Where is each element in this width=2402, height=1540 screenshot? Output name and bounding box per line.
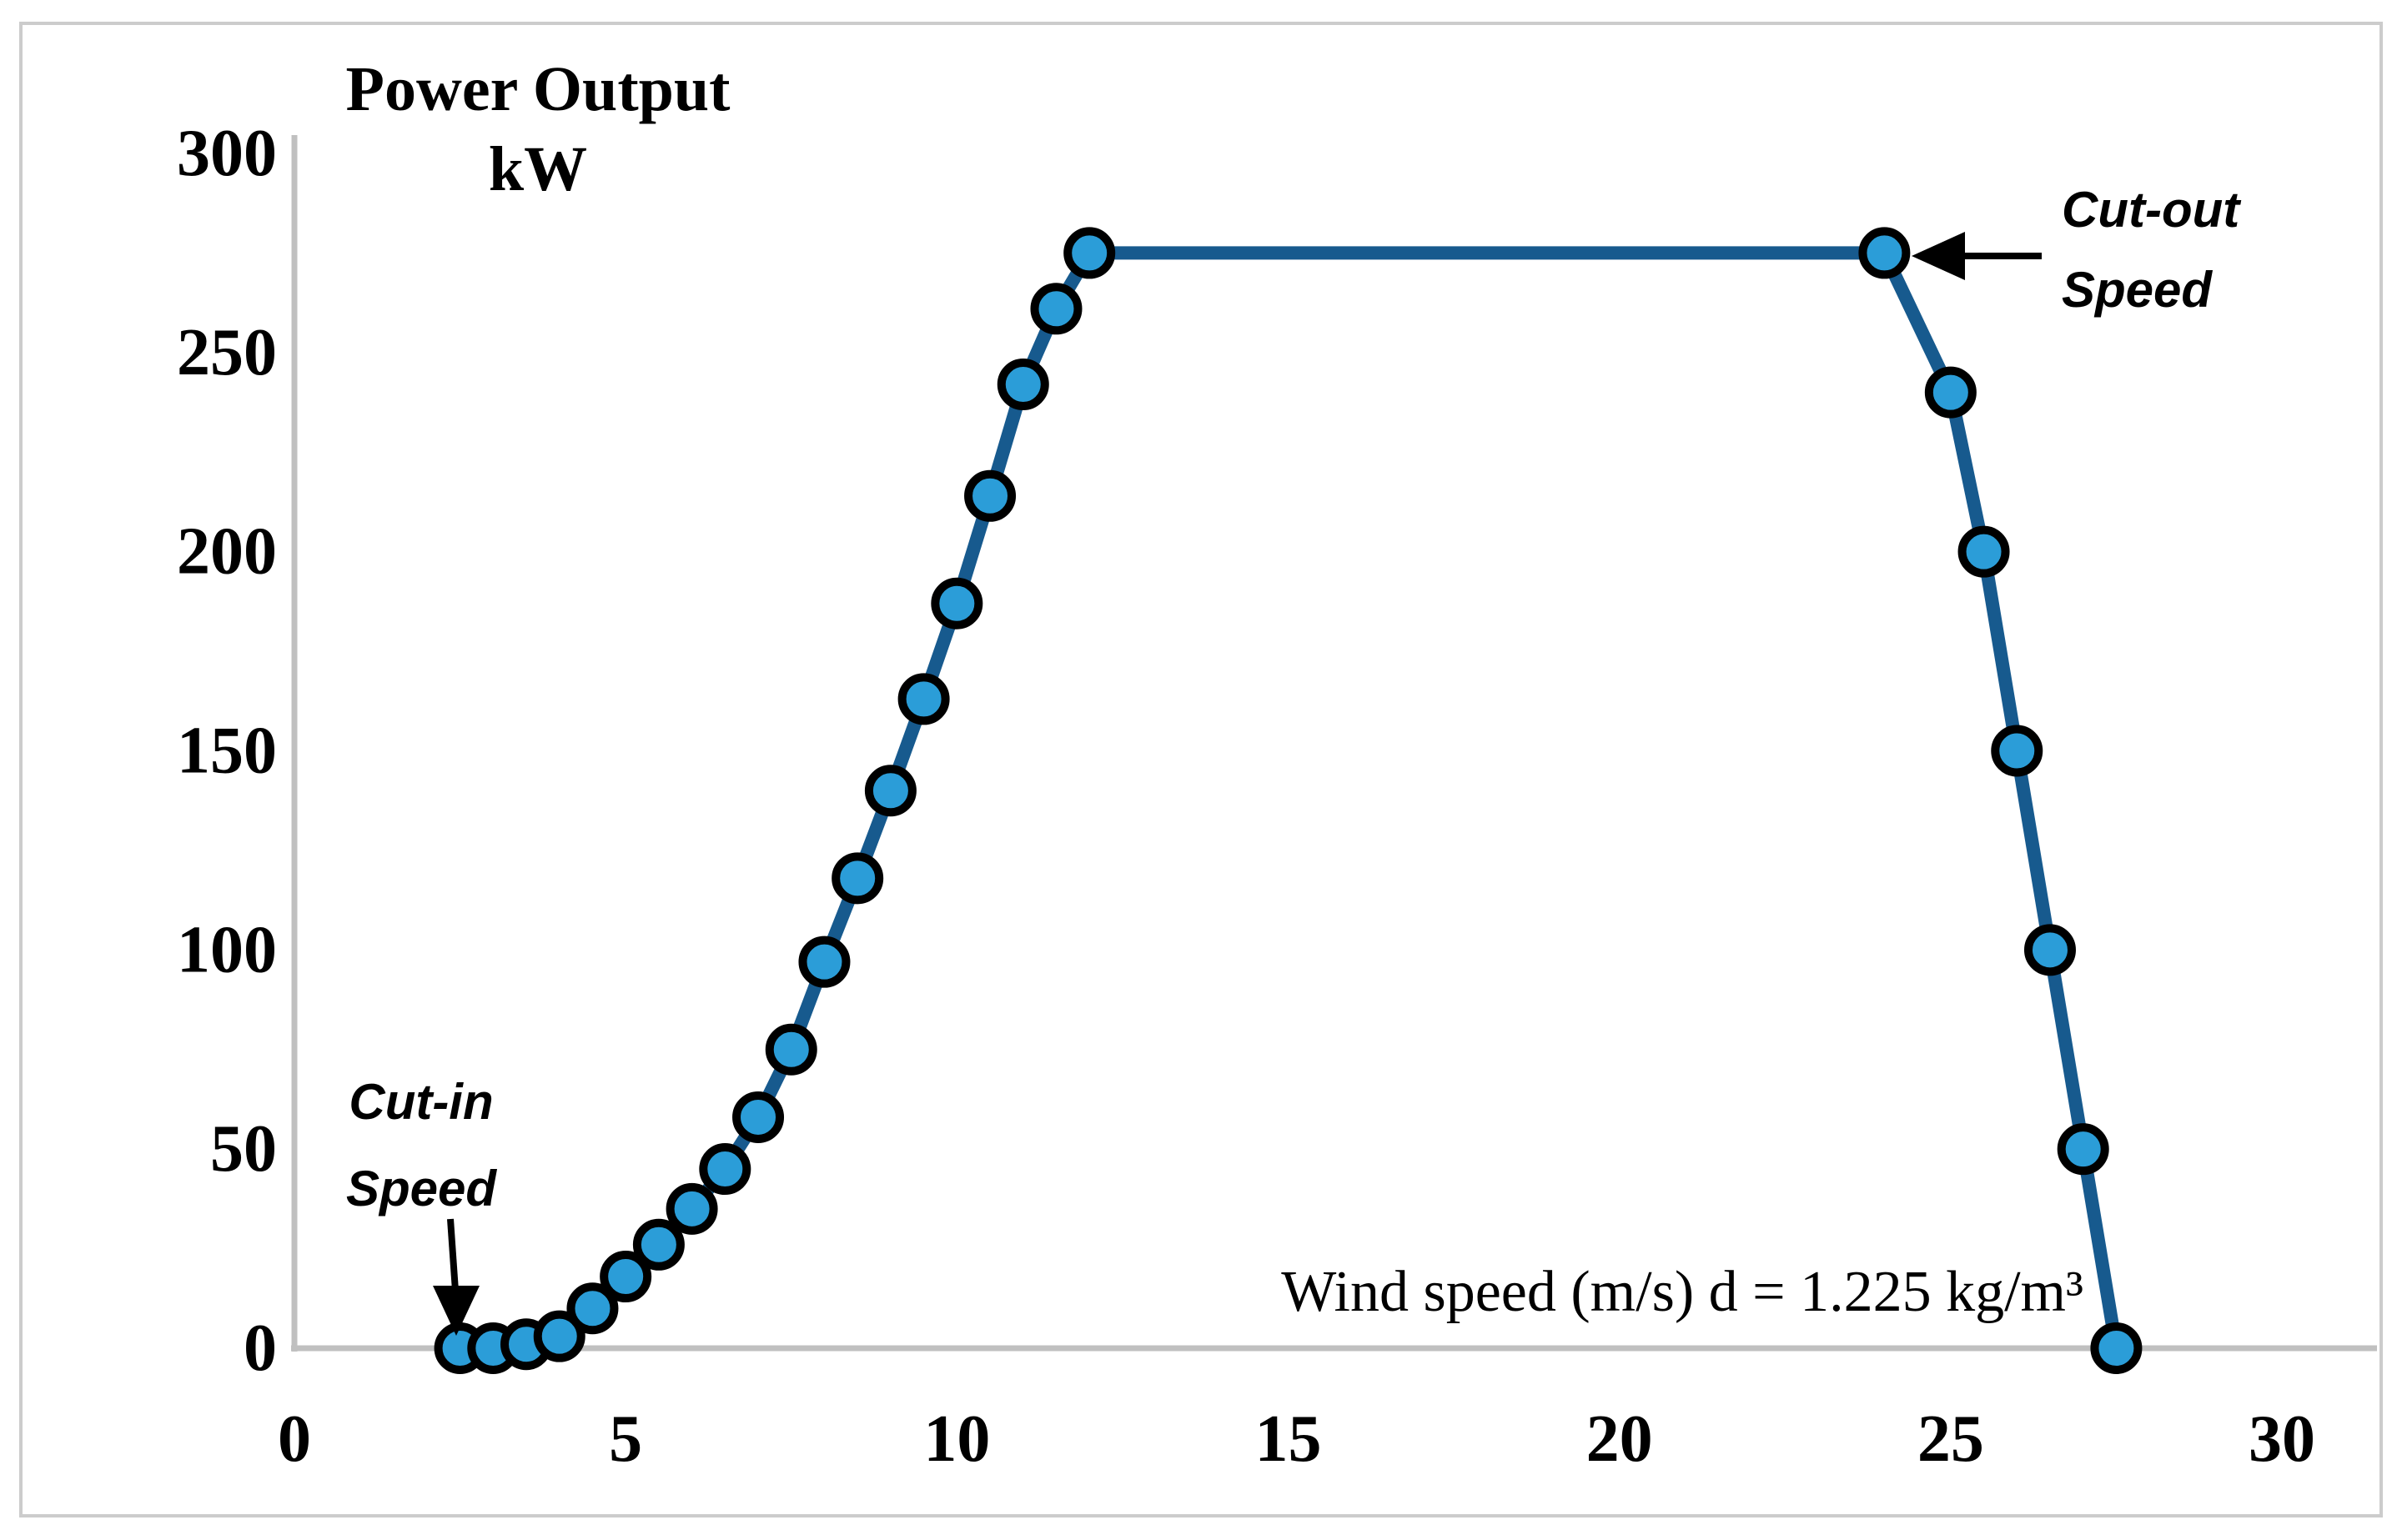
data-point-marker — [632, 1218, 685, 1271]
data-point-marker — [832, 852, 884, 905]
data-point-marker — [2057, 1123, 2109, 1176]
y-tick-label-200: 200 — [177, 515, 277, 589]
y-tick-label-250: 250 — [177, 316, 277, 389]
y-tick-label-50: 50 — [210, 1112, 277, 1186]
data-point-marker — [864, 765, 917, 817]
x-tick-label-10: 10 — [923, 1402, 990, 1476]
x-tick-label-25: 25 — [1917, 1402, 1984, 1476]
data-point-marker — [1858, 227, 1911, 279]
x-tick-label-0: 0 — [278, 1402, 311, 1476]
cut-out-label-line2: Speed — [2062, 262, 2213, 318]
data-point-marker — [897, 673, 950, 725]
x-tick-label-20: 20 — [1586, 1402, 1653, 1476]
data-point-marker — [1030, 283, 1083, 335]
y-tick-label-300: 300 — [177, 117, 277, 190]
y-tick-label-100: 100 — [177, 913, 277, 986]
data-point-marker — [765, 1023, 817, 1076]
cut-in-arrow-head-icon — [433, 1286, 480, 1336]
cut-in-label-line2: Speed — [346, 1161, 497, 1216]
data-point-marker — [600, 1251, 652, 1303]
cut-in-label-line1: Cut-in — [349, 1074, 493, 1130]
cut-in-arrow-shaft — [447, 1218, 459, 1292]
x-tick-label-15: 15 — [1255, 1402, 1322, 1476]
data-point-marker — [666, 1182, 718, 1235]
data-point-marker — [732, 1091, 785, 1143]
y-tick-label-0: 0 — [244, 1312, 277, 1385]
data-point-marker — [964, 469, 1017, 522]
data-point-marker — [2023, 924, 2076, 976]
data-point-marker — [931, 577, 983, 630]
cut-out-label-line1: Cut-out — [2062, 182, 2242, 238]
data-point-marker — [2090, 1322, 2143, 1374]
data-point-marker — [1957, 525, 2010, 578]
data-point-marker — [1991, 725, 2043, 777]
data-point-marker — [566, 1282, 619, 1335]
data-point-marker — [699, 1143, 751, 1196]
x-tick-label-30: 30 — [2249, 1402, 2315, 1476]
data-point-marker — [1924, 366, 1977, 419]
data-point-marker — [997, 359, 1049, 411]
data-point-marker — [798, 936, 851, 988]
data-point-marker — [1063, 227, 1116, 279]
data-point-marker — [533, 1310, 585, 1362]
x-axis-caption: Wind speed (m/s) d = 1.225 kg/m³ — [1281, 1260, 2083, 1324]
y-tick-label-150: 150 — [177, 715, 277, 788]
chart-title-line2: kW — [489, 134, 587, 204]
cut-out-arrow-head-icon — [1912, 232, 1965, 280]
figure-border — [19, 22, 2383, 1517]
chart-title-line1: Power Output — [346, 54, 731, 124]
x-tick-label-5: 5 — [609, 1402, 642, 1476]
